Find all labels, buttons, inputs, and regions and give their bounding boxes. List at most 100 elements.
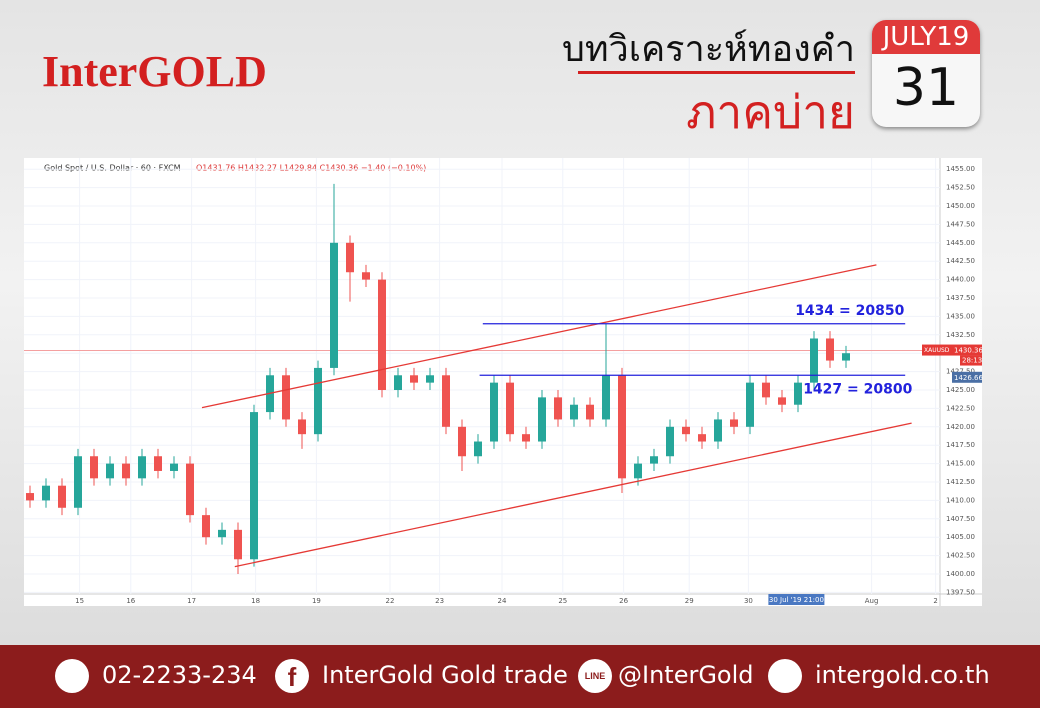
- candle-body: [842, 353, 850, 361]
- candle-body: [810, 338, 818, 383]
- phone-icon: [55, 659, 89, 693]
- y-tick-label: 1427.50: [946, 368, 975, 376]
- candle-body: [282, 375, 290, 420]
- y-tick-label: 1432.50: [946, 331, 975, 339]
- candle-body: [234, 529, 242, 560]
- y-tick-label: 1440.00: [946, 276, 975, 284]
- phone: 02-2233-234: [102, 661, 257, 689]
- website: intergold.co.th: [815, 661, 990, 689]
- x-tick-label: 25: [558, 597, 567, 605]
- candle-body: [218, 529, 226, 538]
- facebook: InterGold Gold trade: [322, 661, 568, 689]
- y-tick-label: 1397.50: [946, 588, 975, 596]
- candle-body: [362, 272, 370, 280]
- candle-body: [762, 382, 770, 398]
- y-tick-label: 1407.50: [946, 515, 975, 523]
- y-tick-label: 1445.00: [946, 239, 975, 247]
- channel-line: [234, 422, 912, 568]
- y-tick-label: 1435.00: [946, 312, 975, 320]
- countdown-label: 28:13: [962, 357, 982, 365]
- candle-body: [458, 426, 466, 457]
- candle-body: [106, 463, 114, 479]
- candle-body: [154, 456, 162, 471]
- candle-body: [394, 375, 402, 391]
- y-tick-label: 1447.50: [946, 220, 975, 228]
- candle-body: [698, 434, 706, 442]
- crosshair-tag: [768, 594, 825, 605]
- ohlc-label: O1431.76 H1432.27 L1429.84 C1430.36 −1.4…: [196, 164, 426, 173]
- y-tick-label: 1425.00: [946, 386, 975, 394]
- y-tick-label: 1415.00: [946, 460, 975, 468]
- candle-body: [426, 375, 434, 383]
- y-tick-label: 1442.50: [946, 257, 975, 265]
- candle-body: [250, 412, 258, 560]
- y-tick-label: 1405.00: [946, 533, 975, 541]
- price-tag: [952, 344, 982, 356]
- candle-body: [602, 375, 610, 420]
- y-tick-label: 1450.00: [946, 202, 975, 210]
- line-icon: LINE: [578, 659, 612, 693]
- x-tick-label: 30: [744, 597, 753, 605]
- candle-body: [586, 404, 594, 420]
- candle-body: [570, 404, 578, 420]
- symbol-label: Gold Spot / U.S. Dollar · 60 · FXCM: [44, 164, 181, 173]
- title: บทวิเคราะห์ทองคำ: [561, 29, 855, 70]
- y-tick-label: 1455.00: [946, 165, 975, 173]
- marker-tag-label: 1426.66: [954, 374, 983, 382]
- symbol-tag-label: XAUUSD: [924, 347, 950, 354]
- candle-body: [474, 441, 482, 457]
- candle-body: [778, 397, 786, 405]
- countdown-tag: [960, 355, 982, 366]
- price-tag-label: 1430.36: [954, 347, 983, 355]
- candle-body: [618, 375, 626, 479]
- x-tick-label: 19: [312, 597, 321, 605]
- candle-body: [634, 463, 642, 479]
- candle-body: [202, 515, 210, 538]
- x-tick-label: 17: [187, 597, 196, 605]
- calendar: JULY19 31: [872, 20, 980, 127]
- candle-body: [346, 242, 354, 273]
- x-tick-label: 16: [126, 597, 135, 605]
- candle-body: [746, 382, 754, 427]
- x-tick-label: 24: [498, 597, 507, 605]
- candle-body: [298, 419, 306, 435]
- candle-body: [442, 375, 450, 427]
- calendar-month: JULY19: [872, 20, 980, 54]
- y-tick-label: 1437.50: [946, 294, 975, 302]
- y-tick-label: 1417.50: [946, 441, 975, 449]
- level-label: 1434 = 20850: [795, 303, 904, 319]
- y-tick-label: 1412.50: [946, 478, 975, 486]
- candle-body: [522, 434, 530, 442]
- web-icon: [768, 659, 802, 693]
- level-label: 1427 = 20800: [803, 381, 912, 397]
- candle-body: [410, 375, 418, 383]
- candle-body: [122, 463, 130, 479]
- y-tick-label: 1402.50: [946, 552, 975, 560]
- y-tick-label: 1452.50: [946, 184, 975, 192]
- crosshair-label: 30 Jul '19 21:00: [769, 596, 824, 604]
- subtitle: ภาคบ่าย: [686, 85, 855, 139]
- candle-body: [330, 242, 338, 368]
- candle-body: [58, 485, 66, 508]
- line-id: @InterGold: [618, 661, 754, 689]
- candle-body: [826, 338, 834, 361]
- y-tick-label: 1400.00: [946, 570, 975, 578]
- candle-body: [714, 419, 722, 442]
- candle-body: [554, 397, 562, 420]
- candle-body: [666, 426, 674, 457]
- candle-body: [682, 426, 690, 435]
- candle-body: [506, 382, 514, 435]
- calendar-day: 31: [892, 58, 960, 118]
- candle-body: [650, 456, 658, 464]
- candle-body: [314, 367, 322, 435]
- candle-body: [42, 485, 50, 501]
- underline: [578, 71, 855, 74]
- candle-body: [490, 382, 498, 442]
- candle-body: [170, 463, 178, 471]
- x-tick-label: 29: [685, 597, 694, 605]
- candle-body: [26, 493, 34, 501]
- x-tick-label: 2: [933, 597, 937, 605]
- marker-tag: [952, 371, 982, 383]
